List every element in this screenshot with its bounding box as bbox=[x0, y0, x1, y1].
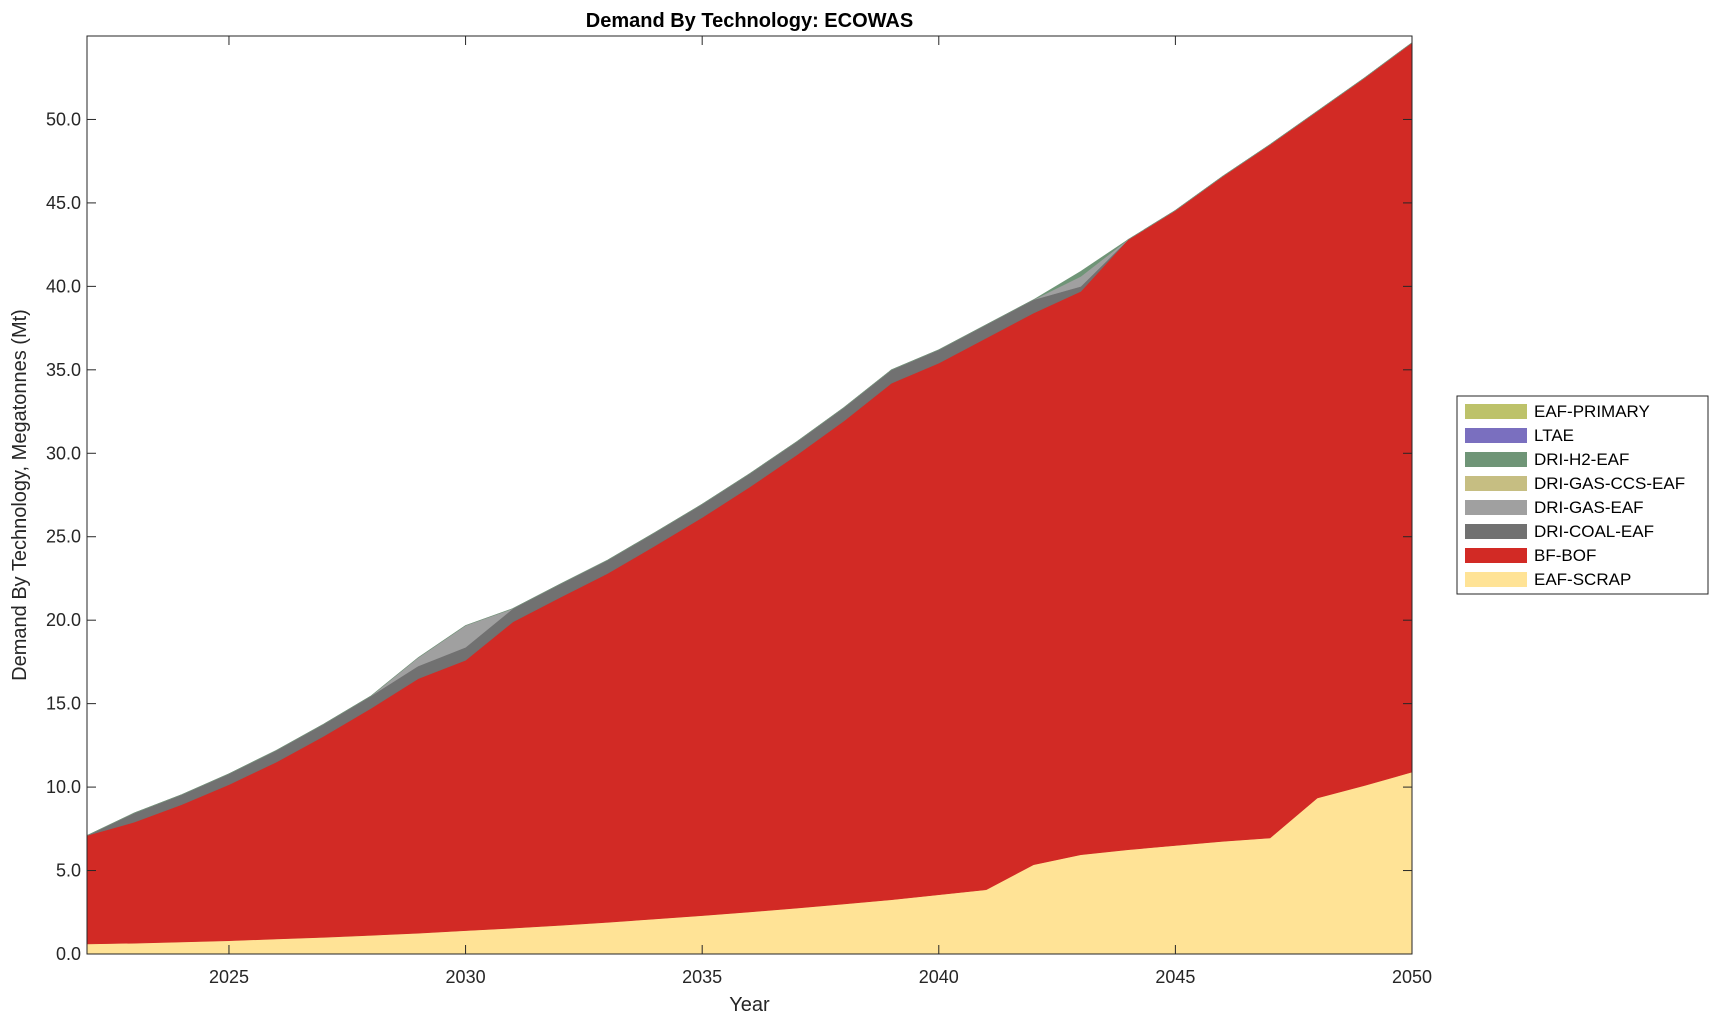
axis-ticks: 2025 2030 2035 2040 2045 2050 0.0 5.0 10.0 15.0 20… bbox=[46, 36, 1432, 987]
x-axis-label: Year bbox=[729, 994, 770, 1016]
y-tick-label: 30.0 bbox=[46, 443, 81, 463]
legend-label: DRI-GAS-EAF bbox=[1534, 498, 1644, 517]
chart-title: Demand By Technology: ECOWAS bbox=[586, 10, 913, 32]
legend-swatch bbox=[1465, 452, 1527, 467]
legend-label: DRI-GAS-CCS-EAF bbox=[1534, 474, 1685, 493]
x-tick-label: 2035 bbox=[682, 967, 722, 987]
y-tick-label: 0.0 bbox=[56, 944, 81, 964]
legend: EAF-PRIMARY LTAE DRI-H2-EAF DRI-GAS-CCS-EAF… bbox=[1456, 395, 1709, 595]
legend-swatch bbox=[1465, 500, 1527, 515]
y-tick-label: 15.0 bbox=[46, 694, 81, 714]
x-tick-label: 2040 bbox=[919, 967, 959, 987]
legend-swatch bbox=[1465, 524, 1527, 539]
legend-label: DRI-COAL-EAF bbox=[1534, 522, 1654, 541]
y-tick-label: 50.0 bbox=[46, 109, 81, 129]
y-tick-label: 5.0 bbox=[56, 861, 81, 881]
legend-label: EAF-SCRAP bbox=[1534, 570, 1631, 589]
x-tick-label: 2025 bbox=[209, 967, 249, 987]
plot-frame bbox=[86, 35, 1413, 955]
y-tick-label: 20.0 bbox=[46, 610, 81, 630]
y-tick-label: 40.0 bbox=[46, 276, 81, 296]
x-tick-label: 2030 bbox=[446, 967, 486, 987]
legend-label: DRI-H2-EAF bbox=[1534, 450, 1629, 469]
y-tick-label: 10.0 bbox=[46, 777, 81, 797]
y-tick-label: 45.0 bbox=[46, 193, 81, 213]
x-tick-label: 2050 bbox=[1392, 967, 1432, 987]
legend-label: EAF-PRIMARY bbox=[1534, 402, 1650, 421]
legend-swatch bbox=[1465, 476, 1527, 491]
y-axis-label: Demand By Technology, Megatonnes (Mt) bbox=[9, 309, 31, 681]
legend-label: BF-BOF bbox=[1534, 546, 1596, 565]
legend-swatch bbox=[1465, 548, 1527, 563]
legend-swatch bbox=[1465, 572, 1527, 587]
y-tick-label: 35.0 bbox=[46, 360, 81, 380]
legend-label: LTAE bbox=[1534, 426, 1574, 445]
y-tick-label: 25.0 bbox=[46, 527, 81, 547]
x-tick-label: 2045 bbox=[1155, 967, 1195, 987]
legend-swatch bbox=[1465, 404, 1527, 419]
legend-swatch bbox=[1465, 428, 1527, 443]
